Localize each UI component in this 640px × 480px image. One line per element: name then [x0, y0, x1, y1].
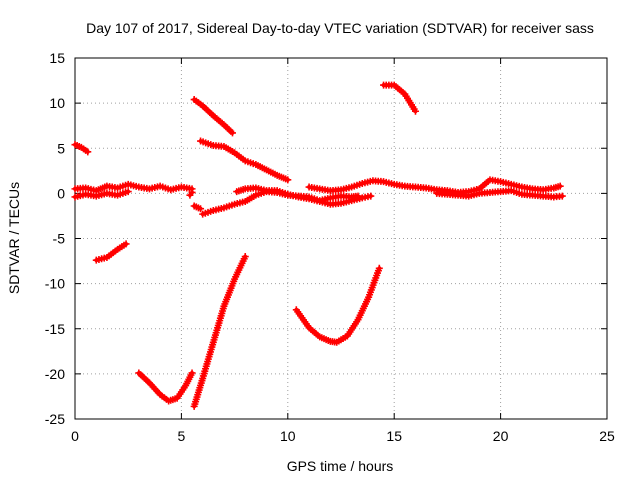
grid — [75, 58, 607, 419]
series-markers — [71, 141, 92, 156]
series-markers — [380, 81, 419, 115]
x-axis-label: GPS time / hours — [287, 458, 394, 474]
y-tick-label: -15 — [45, 321, 65, 337]
series-markers — [197, 137, 292, 184]
y-tick-label: -25 — [45, 411, 65, 427]
y-tick-label: -5 — [53, 231, 66, 247]
x-tick-label: 10 — [280, 428, 296, 444]
data-series — [71, 81, 566, 410]
y-tick-label: 10 — [49, 95, 65, 111]
series-markers — [190, 202, 205, 213]
series-arc-09 — [190, 96, 236, 137]
series-arc-01 — [71, 141, 92, 156]
series-arc-05 — [135, 369, 196, 405]
series-arc-12 — [233, 184, 375, 208]
series-markers — [92, 240, 130, 264]
series-arc-06 — [186, 188, 196, 199]
series-markers — [190, 253, 249, 410]
y-axis-label: SDTVAR / TECUs — [6, 182, 22, 294]
y-tick-label: -10 — [45, 276, 65, 292]
series-arc-08 — [190, 253, 249, 410]
x-tick-label: 15 — [386, 428, 402, 444]
series-arc-13 — [292, 264, 383, 346]
x-tick-label: 0 — [71, 428, 79, 444]
x-tick-label: 5 — [178, 428, 186, 444]
series-markers — [71, 180, 196, 195]
y-tick-label: 5 — [57, 140, 65, 156]
series-markers — [433, 187, 566, 201]
series-markers — [135, 369, 196, 405]
y-tick-label: -20 — [45, 366, 65, 382]
series-markers — [71, 188, 132, 201]
y-tick-label: 15 — [49, 50, 65, 66]
chart-title: Day 107 of 2017, Sidereal Day-to-day VTE… — [86, 20, 594, 36]
x-tick-label: 25 — [599, 428, 615, 444]
series-arc-03 — [71, 188, 132, 201]
series-arc-02 — [71, 180, 196, 195]
series-arc-16 — [433, 187, 566, 201]
series-markers — [186, 188, 196, 199]
series-markers — [190, 96, 236, 137]
series-arc-07 — [190, 202, 205, 213]
series-arc-14 — [305, 176, 564, 196]
series-markers — [233, 184, 375, 208]
axis-ticks: 0 5 10 15 20 25 15 10 5 0 -5 -10 -15 -20 -25 — [45, 50, 615, 444]
series-arc-04 — [92, 240, 130, 264]
y-tick-label: 0 — [57, 185, 65, 201]
series-arc-10 — [197, 137, 292, 184]
series-arc-15 — [380, 81, 419, 115]
x-tick-label: 20 — [493, 428, 509, 444]
series-markers — [292, 264, 383, 346]
